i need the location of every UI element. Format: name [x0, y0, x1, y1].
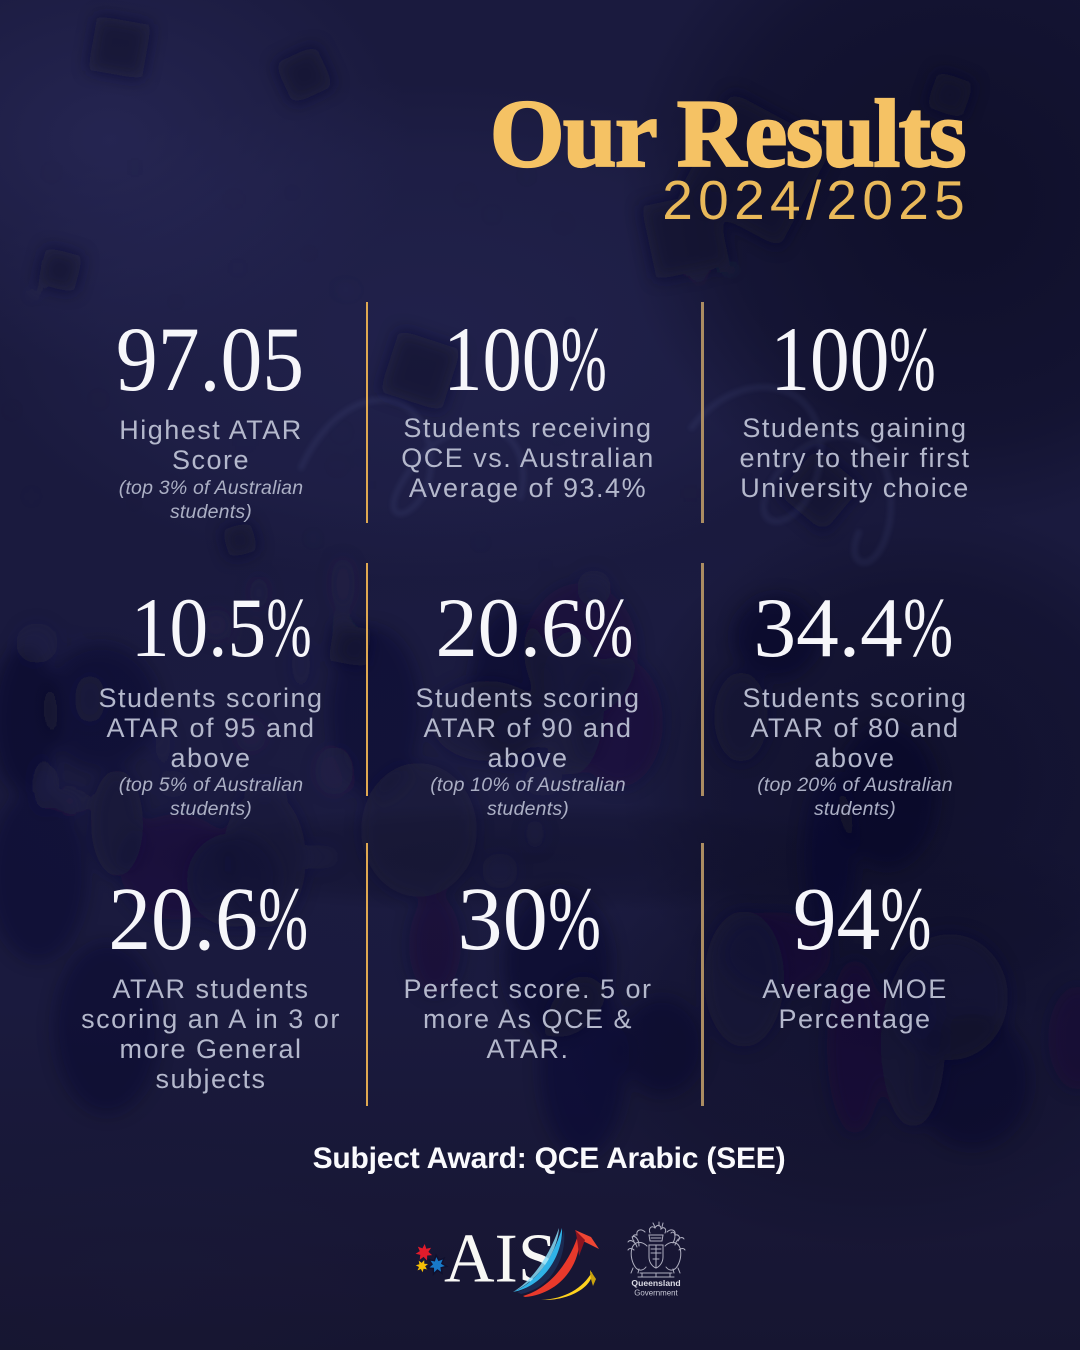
- svg-text:Government: Government: [634, 1289, 678, 1298]
- svg-text:Queensland: Queensland: [631, 1278, 680, 1288]
